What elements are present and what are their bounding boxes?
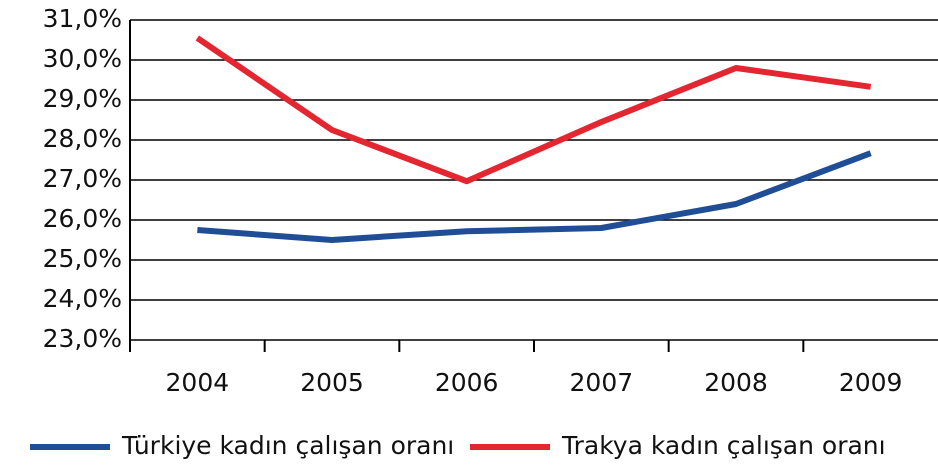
series-line [197,150,872,243]
x-tick-label: 2009 [839,368,903,397]
y-tick-label: 27,0% [43,164,122,193]
series-line [195,35,872,185]
legend-label: Trakya kadın çalışan oranı [561,431,886,460]
x-tick-label: 2005 [300,368,364,397]
legend-label: Türkiye kadın çalışan oranı [121,431,454,460]
y-tick-label: 23,0% [43,324,122,353]
y-tick-label: 26,0% [43,204,122,233]
x-tick-label: 2007 [570,368,634,397]
y-tick-label: 24,0% [43,284,122,313]
y-tick-label: 31,0% [43,4,122,33]
y-tick-label: 25,0% [43,244,122,273]
x-tick-label: 2004 [166,368,230,397]
x-tick-label: 2008 [704,368,768,397]
y-tick-label: 29,0% [43,84,122,113]
y-tick-label: 28,0% [43,124,122,153]
x-tick-label: 2006 [435,368,499,397]
y-tick-label: 30,0% [43,44,122,73]
